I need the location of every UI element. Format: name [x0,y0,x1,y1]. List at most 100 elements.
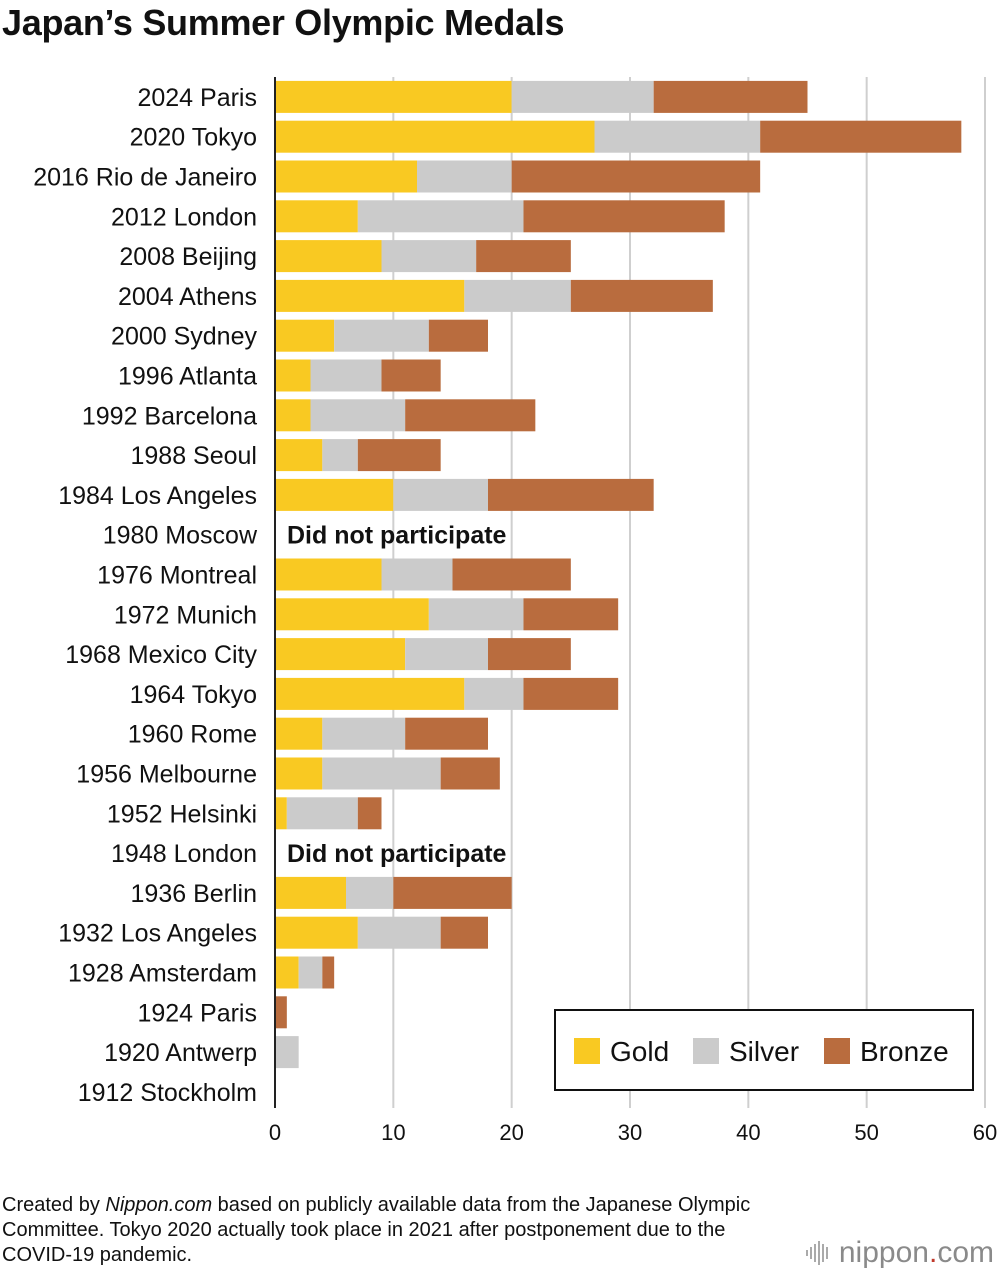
bar-gold [275,439,323,472]
soundwave-icon [805,1241,828,1265]
legend-label-silver: Silver [729,1036,799,1067]
bar-silver [322,717,406,750]
category-label: 2016 Rio de Janeiro [33,164,257,192]
legend-label-gold: Gold [610,1036,669,1067]
bar-gold [275,279,465,312]
bar-bronze [357,439,441,472]
brand-tld: com [937,1236,994,1269]
bar-silver [286,797,358,830]
category-label: 1976 Montreal [97,562,257,590]
bar-gold [275,160,417,193]
bar-bronze [381,359,441,392]
category-label: 2020 Tokyo [130,124,257,152]
bar-silver [275,1036,299,1069]
bar-bronze [488,478,654,511]
x-tick-label: 50 [854,1120,878,1145]
category-label: 1948 London [111,840,257,868]
category-label: 1984 Los Angeles [58,482,257,510]
bar-silver [322,439,358,472]
bar-silver [334,319,429,352]
footnote: Created by Nippon.com based on publicly … [2,1193,762,1268]
category-label: 1964 Tokyo [130,681,257,709]
bar-gold [275,359,311,392]
bar-bronze [570,279,713,312]
legend-box [554,1009,974,1091]
bar-gold [275,598,429,631]
bar-silver [381,558,453,591]
bar-gold [275,916,358,949]
category-label: 1992 Barcelona [82,402,257,430]
x-tick-label: 40 [736,1120,760,1145]
brand-dot: . [928,1236,938,1269]
bar-gold [275,80,512,113]
bar-silver [594,120,761,153]
x-tick-label: 60 [973,1120,997,1145]
bar-gold [275,399,311,432]
bar-bronze [760,120,962,153]
bar-bronze [511,160,761,193]
bar-silver [346,876,394,909]
bar-silver [357,916,441,949]
legend-swatch-gold [574,1038,600,1064]
brand-logo: nippon. com [805,1236,994,1270]
bar-bronze [275,996,287,1029]
x-tick-label: 20 [499,1120,523,1145]
bar-gold [275,319,335,352]
bar-gold [275,240,382,273]
bar-bronze [357,797,382,830]
bar-bronze [440,916,488,949]
bar-gold [275,757,323,790]
footnote-suffix: based on publicly available data from th… [2,1194,751,1266]
x-tick-label: 10 [381,1120,405,1145]
bar-bronze [405,399,536,432]
bar-silver [464,279,571,312]
bar-bronze [393,876,512,909]
bar-silver [322,757,441,790]
bar-gold [275,200,358,233]
bars [275,80,962,1069]
annotation-did-not-participate: Did not participate [287,522,507,550]
bar-gold [275,717,323,750]
bar-gold [275,876,346,909]
bar-bronze [653,80,808,113]
legend-label-bronze: Bronze [860,1036,949,1067]
category-label: 1968 Mexico City [65,641,257,669]
bar-silver [381,240,477,273]
category-label: 1932 Los Angeles [58,920,257,948]
bar-silver [428,598,524,631]
bar-silver [310,359,382,392]
category-label: 2004 Athens [118,283,257,311]
category-label: 1936 Berlin [131,880,257,908]
category-label: 2012 London [111,203,257,231]
bar-bronze [523,677,619,710]
bar-gold [275,677,465,710]
bar-gold [275,558,382,591]
category-labels: 2024 Paris 2020 Tokyo 2016 Rio de Janeiro 2… [33,84,506,1107]
bar-silver [405,638,488,671]
category-label: 1912 Stockholm [78,1079,257,1107]
category-label: 1920 Antwerp [104,1039,257,1067]
bar-silver [511,80,654,113]
stacked-bar-chart: 2024 Paris 2020 Tokyo 2016 Rio de Janeiro 2… [33,77,997,1145]
category-label: 2024 Paris [137,84,257,112]
bar-bronze [523,200,725,233]
brand-name: nippon [838,1236,929,1269]
category-label: 1960 Rome [128,721,257,749]
category-label: 1952 Helsinki [107,800,257,828]
bar-bronze [488,638,571,671]
category-label: 2000 Sydney [111,323,257,351]
bar-silver [357,200,524,233]
bar-bronze [476,240,571,273]
footnote-prefix: Created by [2,1194,106,1216]
category-label: 1972 Munich [114,601,257,629]
bar-silver [417,160,512,193]
bar-gold [275,478,394,511]
chart-title: Japan’s Summer Olympic Medals [2,2,565,43]
bar-gold [275,120,595,153]
category-label: 1924 Paris [137,999,257,1027]
annotation-did-not-participate: Did not participate [287,840,507,868]
bar-gold [275,638,406,671]
bar-bronze [428,319,488,352]
bar-silver [393,478,488,511]
bar-silver [298,956,323,989]
